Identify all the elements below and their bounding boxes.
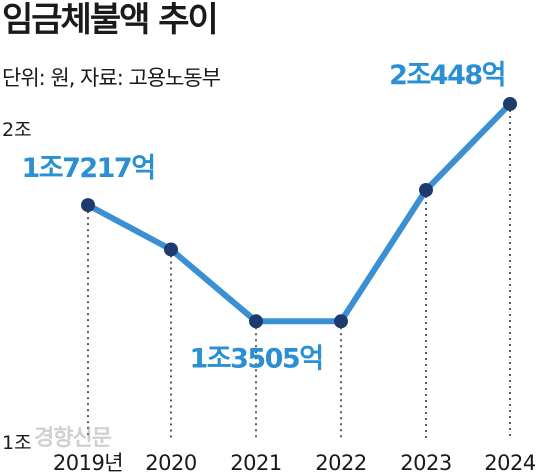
series-line [85, 100, 513, 325]
chart-title: 임금체불액 추이 [2, 0, 219, 40]
x-tick-label-0: 2019년 [53, 451, 123, 474]
x-tick-label-1: 2020 [145, 451, 196, 474]
data-point-0 [81, 198, 95, 213]
x-tick-label-5: 2024 [484, 451, 536, 474]
data-point-5 [503, 96, 517, 111]
y-tick-label-0: 2조 [2, 119, 32, 141]
data-label-0: 1조7217억 [21, 153, 154, 184]
data-point-3 [334, 314, 348, 329]
y-axis-ticks: 2조 1조 [2, 119, 32, 454]
x-tick-label-4: 2023 [400, 451, 451, 474]
data-point-1 [164, 242, 178, 257]
guide-lines [87, 109, 511, 438]
data-label-2: 1조3505억 [189, 343, 322, 374]
chart-subtitle: 단위: 원, 자료: 고용노동부 [2, 66, 221, 90]
series-line-group [85, 100, 513, 325]
data-point-2 [249, 314, 263, 329]
data-points [81, 96, 517, 329]
data-labels: 1조7217억 1조3505억 2조448억 [21, 60, 506, 374]
newspaper-watermark: 경향신문 [34, 426, 112, 451]
x-tick-label-3: 2022 [315, 451, 366, 474]
y-tick-label-1: 1조 [2, 432, 32, 454]
data-point-4 [419, 182, 433, 197]
data-label-5: 2조448억 [389, 60, 505, 91]
x-tick-label-2: 2021 [230, 451, 281, 474]
x-axis-ticks: 2019년 2020 2021 2022 2023 2024 [53, 451, 536, 474]
